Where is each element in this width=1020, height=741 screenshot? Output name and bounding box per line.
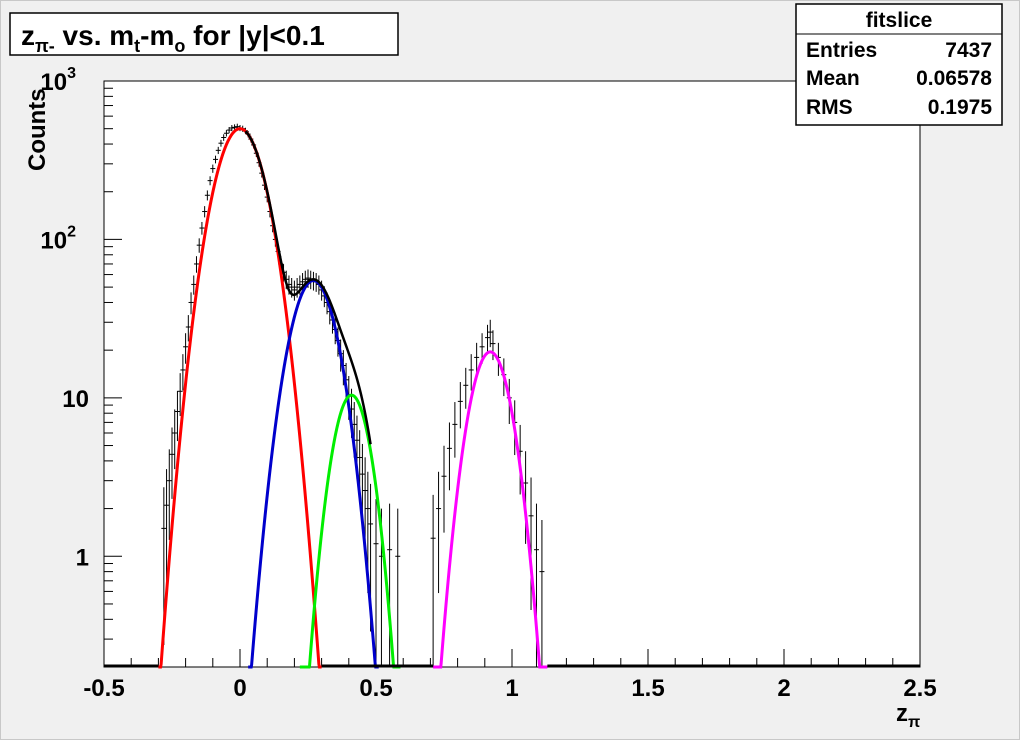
title-box: zπ- vs. mt-mo for |y|<0.1: [9, 12, 399, 56]
data-point: [430, 494, 436, 667]
data-point: [221, 134, 227, 141]
title-frame: [9, 12, 399, 56]
data-point: [169, 427, 175, 499]
stats-mean-label: Mean: [806, 67, 860, 90]
data-point: [185, 315, 191, 342]
stats-mean-value: 0.06578: [916, 67, 992, 90]
y-tick-label: 102: [40, 223, 76, 254]
chart-title: zπ- vs. mt-mo for |y|<0.1: [21, 20, 325, 56]
data-point: [199, 221, 205, 235]
data-point: [463, 367, 469, 409]
x-tick-label: 1: [505, 675, 518, 702]
data-point: [174, 390, 180, 442]
data-point: [223, 130, 229, 137]
stats-rms-label: RMS: [806, 96, 853, 119]
data-point: [207, 176, 213, 186]
axis-tick-labels: -0.5 0 0.5 1 1.5 2 2.5 1 10 102 103: [40, 65, 936, 702]
data-point: [166, 449, 172, 540]
data-point: [215, 146, 221, 155]
stats-entries-label: Entries: [806, 39, 877, 62]
data-point: [291, 280, 297, 301]
data-point: [226, 127, 232, 134]
data-point: [387, 503, 393, 667]
data-point: [490, 330, 496, 361]
data-point: [196, 238, 202, 253]
data-point: [446, 422, 452, 491]
data-point: [164, 469, 170, 586]
data-point: [210, 164, 216, 173]
data-point: [177, 373, 183, 416]
data-point: [180, 354, 186, 391]
x-axis-title: zπ: [896, 700, 920, 731]
y-tick-label: 1: [76, 544, 89, 571]
data-point: [452, 402, 458, 458]
stats-rms-value: 0.1975: [928, 96, 993, 119]
data-point: [172, 409, 178, 470]
data-point: [468, 354, 474, 391]
data-point: [487, 319, 493, 348]
y-tick-label: 103: [40, 65, 76, 96]
x-tick-label: -0.5: [83, 675, 124, 702]
data-point: [523, 451, 529, 544]
data-point: [229, 125, 235, 132]
data-point: [213, 155, 219, 164]
data-point: [202, 206, 208, 218]
data-point: [373, 499, 379, 667]
data-point: [441, 445, 447, 533]
x-tick-label: 0.5: [359, 675, 392, 702]
data-point: [436, 471, 442, 594]
stats-entries-value: 7437: [945, 39, 992, 62]
fit-curve-4: [433, 350, 548, 669]
fit-curves: [104, 127, 920, 669]
data-point: [218, 139, 224, 147]
x-tick-label: 2.5: [903, 675, 936, 702]
stats-frame: [795, 3, 1003, 126]
data-point: [395, 508, 401, 667]
fit-curve-total: [244, 130, 372, 445]
data-point: [191, 275, 197, 295]
plot-frame: [103, 80, 921, 668]
y-tick-label: 10: [62, 386, 89, 413]
data-point: [539, 519, 545, 667]
data-point: [474, 342, 480, 376]
fit-curve-3: [299, 393, 401, 669]
data-point: [188, 292, 194, 315]
y-axis-title: Counts: [24, 88, 51, 171]
fit-curve-1: [158, 127, 322, 669]
data-point: [204, 190, 210, 201]
x-tick-label: 2: [777, 675, 790, 702]
data-point: [457, 382, 463, 429]
stats-box: fitslice Entries 7437 Mean 0.06578 RMS 0…: [795, 3, 1003, 126]
data-point: [528, 477, 534, 610]
data-point: [485, 324, 491, 354]
stats-title: fitslice: [866, 9, 933, 32]
x-tick-label: 0: [233, 675, 246, 702]
x-tick-label: 1.5: [631, 675, 664, 702]
data-point: [193, 256, 199, 273]
data-point: [183, 333, 189, 364]
